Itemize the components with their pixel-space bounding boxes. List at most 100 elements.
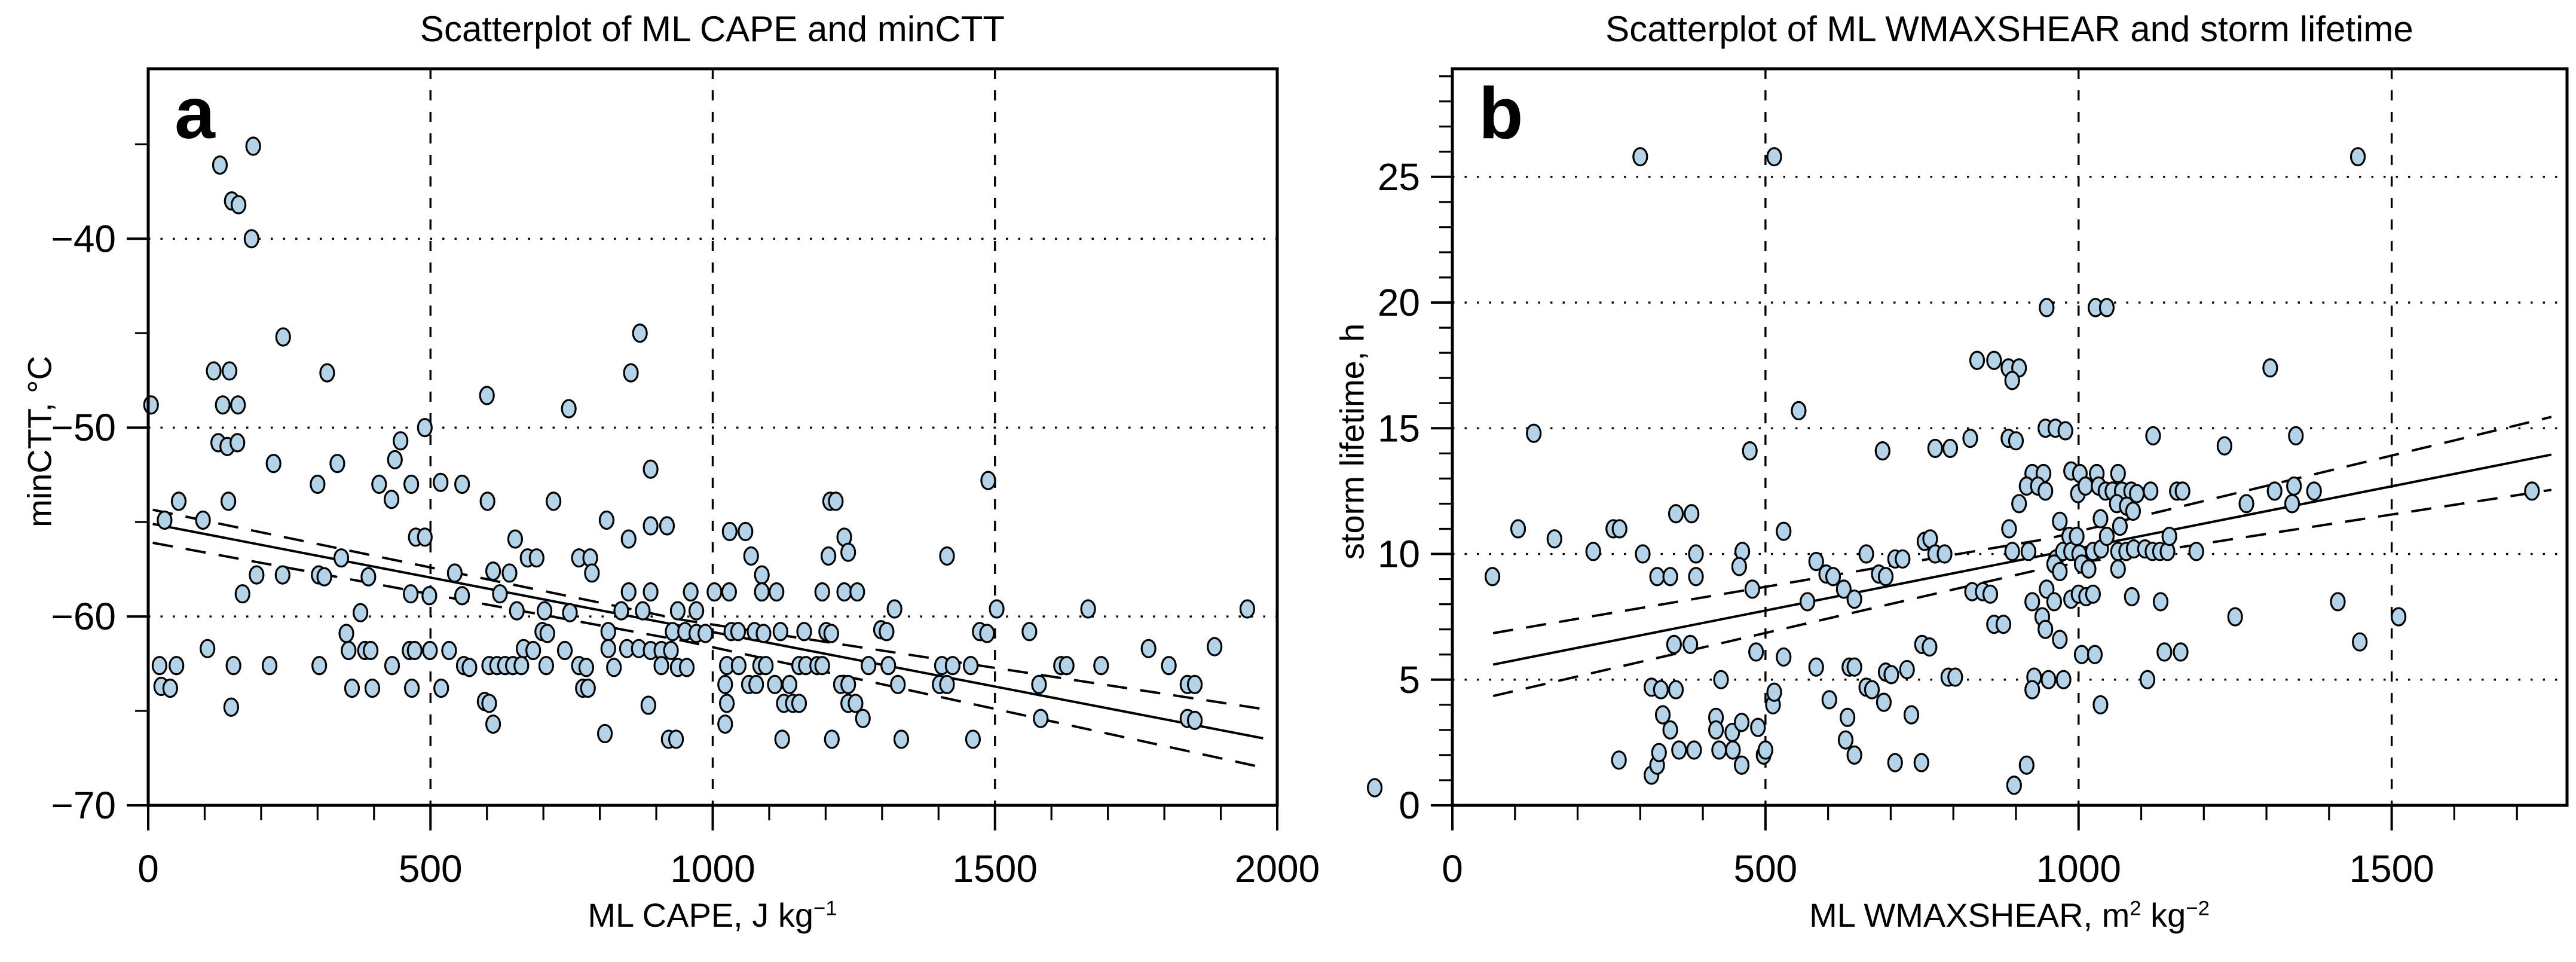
data-point <box>721 521 738 542</box>
data-point <box>1651 743 1667 762</box>
regression-line <box>1492 453 2552 666</box>
y-tick-label: 5 <box>1399 658 1420 701</box>
data-point <box>1546 529 1562 549</box>
data-point <box>230 395 246 415</box>
x-tick-label: 1500 <box>2349 847 2434 890</box>
data-point <box>772 622 788 642</box>
data-point <box>1239 599 1256 619</box>
data-point <box>758 656 774 676</box>
data-point <box>2018 755 2035 775</box>
data-point <box>1635 544 1651 564</box>
data-point <box>1744 579 1760 599</box>
data-point <box>1757 740 1773 760</box>
data-point <box>1903 705 1920 725</box>
data-point <box>1684 504 1700 524</box>
data-point <box>539 624 555 643</box>
data-point <box>1713 670 1729 689</box>
data-point <box>2349 147 2366 167</box>
data-point <box>643 582 659 602</box>
data-point <box>1666 634 1682 654</box>
axis-label-segment: kg <box>2141 896 2186 934</box>
data-point <box>836 582 852 602</box>
data-point <box>1161 656 1177 676</box>
data-point <box>2110 463 2126 484</box>
axis-label-segment: ML WMAXSHEAR, m <box>1809 896 2130 934</box>
data-point <box>2039 298 2055 317</box>
data-point <box>2156 642 2173 662</box>
data-point <box>2098 526 2115 546</box>
x-tick-label: 0 <box>1442 847 1463 890</box>
data-point <box>363 640 379 661</box>
data-point <box>880 656 897 676</box>
data-point <box>2008 431 2024 451</box>
data-point <box>597 723 613 744</box>
data-point <box>2152 592 2169 612</box>
data-point <box>721 582 737 602</box>
data-point <box>353 603 369 622</box>
panel-b-ylabel: storm lifetime, h <box>1333 323 1371 560</box>
data-point <box>2112 517 2128 536</box>
data-point <box>1808 552 1824 572</box>
data-point <box>1799 592 1816 612</box>
data-point <box>980 471 996 490</box>
data-point <box>2098 298 2115 317</box>
data-point <box>989 599 1005 619</box>
data-point <box>341 640 357 661</box>
data-point <box>1846 745 1862 765</box>
data-point <box>1962 429 1978 448</box>
data-point <box>2266 481 2283 501</box>
data-point <box>556 640 573 661</box>
data-point <box>1837 730 1854 750</box>
data-point <box>169 656 185 676</box>
axis-label-segment: 2 <box>2130 897 2141 920</box>
data-point <box>546 491 562 511</box>
data-point <box>1864 680 1880 700</box>
data-point <box>1821 690 1837 710</box>
data-point <box>2238 494 2254 514</box>
data-point <box>2216 436 2232 456</box>
data-point <box>584 563 600 583</box>
data-point <box>1936 544 1953 564</box>
data-point <box>1058 656 1075 676</box>
data-point <box>1913 753 1929 772</box>
data-point <box>2052 561 2068 582</box>
data-point <box>2145 426 2161 445</box>
data-point <box>2052 511 2068 531</box>
data-point <box>151 656 167 676</box>
data-point <box>2004 542 2020 561</box>
data-point <box>509 601 525 621</box>
data-point <box>1585 542 1601 561</box>
data-point <box>2173 642 2189 662</box>
data-point <box>2004 371 2020 390</box>
data-point <box>333 548 350 568</box>
data-point <box>828 491 844 511</box>
data-point <box>338 624 354 643</box>
data-point <box>2092 695 2109 714</box>
data-point <box>371 474 387 494</box>
data-point <box>2524 481 2540 501</box>
data-point <box>1033 708 1049 728</box>
data-point <box>212 155 228 175</box>
data-point <box>311 656 328 676</box>
data-point <box>1654 705 1671 725</box>
data-point <box>1686 740 1702 760</box>
data-point <box>1776 521 1792 541</box>
x-tick-label: 500 <box>1733 847 1797 890</box>
data-point <box>1995 615 2012 634</box>
data-point <box>939 546 955 566</box>
data-point <box>403 584 419 604</box>
data-point <box>781 674 798 694</box>
data-point <box>528 548 544 568</box>
data-point <box>668 729 684 749</box>
data-point <box>1725 740 1741 760</box>
data-point <box>461 658 478 677</box>
data-point <box>821 546 837 566</box>
data-point <box>1021 622 1038 642</box>
axis-label-segment: ML CAPE, J kg <box>588 896 813 934</box>
data-point <box>393 431 409 451</box>
data-point <box>441 640 457 661</box>
scatter-points <box>143 136 1256 749</box>
data-point <box>1187 710 1203 730</box>
data-point <box>1662 567 1678 587</box>
